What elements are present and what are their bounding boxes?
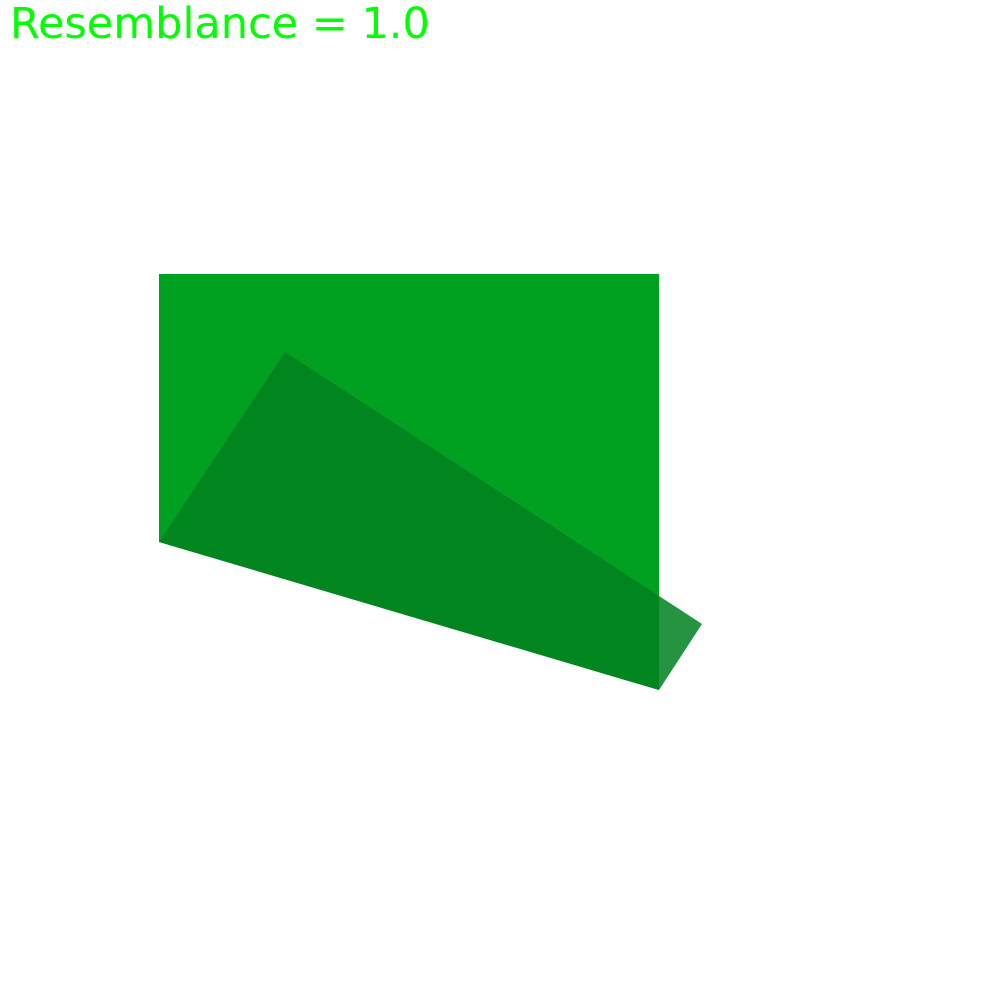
green-quadrilateral-shape xyxy=(159,352,702,690)
resemblance-label: Resemblance = 1.0 xyxy=(10,0,430,49)
